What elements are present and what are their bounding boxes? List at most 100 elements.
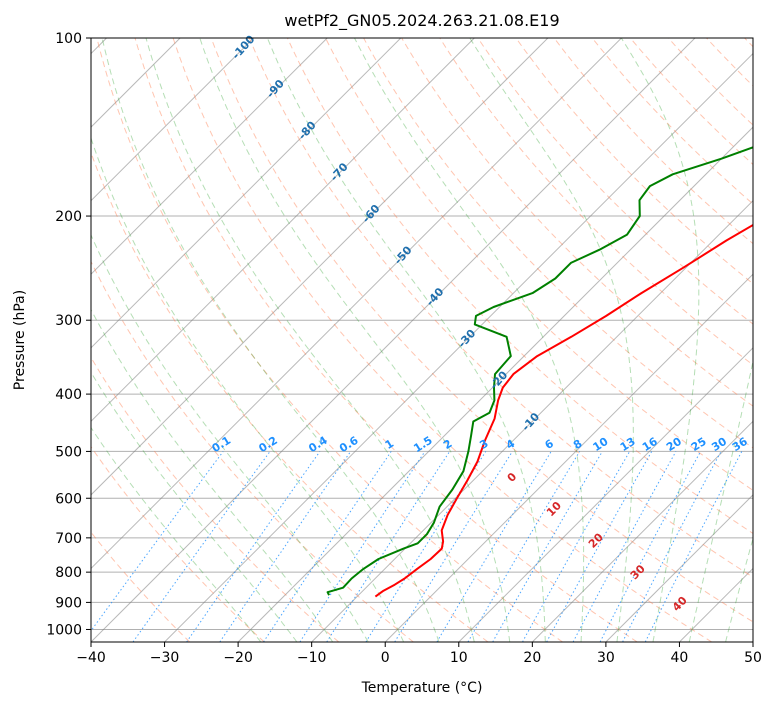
mixing-ratio-line (365, 451, 487, 642)
mixing-ratio-line (492, 451, 603, 642)
profile-lines (326, 146, 753, 598)
dry-adiabat-line (477, 38, 753, 325)
dry-adiabat-line (91, 531, 191, 642)
isotherm-line (91, 38, 328, 275)
dry-adiabat-label: -10 (519, 410, 542, 434)
dry-adiabat-line (401, 38, 753, 407)
dry-adiabat-line (91, 260, 414, 642)
moist-adiabat-label: 0 (505, 470, 520, 485)
moist-adiabat-line (91, 371, 298, 642)
dry-adiabat-line (363, 38, 753, 449)
isotherm-line (91, 38, 622, 570)
dry-adiabat-line (553, 38, 753, 245)
dry-adiabat-line (515, 38, 753, 285)
y-tick-label: 1000 (46, 622, 82, 638)
mixing-ratio-label: 0.1 (210, 434, 233, 455)
x-tick-label: 50 (744, 650, 762, 666)
moist-adiabat-label: 40 (670, 594, 690, 614)
dry-adiabat-line (134, 38, 638, 642)
isotherm-line (164, 52, 753, 642)
dry-adiabat-line (668, 38, 753, 126)
y-axis-label: Pressure (hPa) (12, 290, 28, 390)
plot-frame (90, 37, 754, 643)
dry-adiabat-line (629, 38, 753, 166)
moist-adiabat-label: 20 (586, 530, 606, 550)
moist-adiabat-line (101, 38, 440, 642)
dry-adiabat-label: -50 (392, 243, 415, 267)
mixing-ratio-line (644, 451, 743, 642)
moist-adiabat-line (354, 38, 585, 642)
mixing-ratio-line (263, 451, 392, 642)
isotherm-line (91, 38, 696, 642)
mixing-ratio-line (132, 451, 271, 642)
dry-adiabat-line (591, 38, 753, 205)
x-tick-label: 20 (523, 650, 541, 666)
moist-adiabat-label: 10 (544, 499, 564, 519)
mixing-ratio-line (219, 451, 352, 642)
x-tick-label: −40 (76, 650, 106, 666)
dewpoint-line (326, 146, 753, 596)
moist-adiabat-line (145, 38, 475, 642)
y-tick-label: 900 (55, 595, 82, 611)
x-tick-label: 10 (450, 650, 468, 666)
dry-adiabat-line (96, 38, 563, 642)
moist-adiabat-line (620, 38, 700, 642)
x-tick-label: 40 (671, 650, 689, 666)
x-tick-label: −30 (150, 650, 180, 666)
mixing-ratio-line (572, 451, 677, 642)
x-tick-label: −10 (297, 650, 327, 666)
dry-adiabat-line (248, 38, 753, 578)
moist-adiabat-line (725, 536, 753, 642)
dry-adiabat-line (706, 38, 753, 87)
y-tick-label: 400 (55, 387, 82, 403)
dry-adiabat-line (91, 151, 489, 642)
isotherm-line (311, 199, 753, 642)
mixing-ratio-line (546, 451, 653, 642)
y-tick-label: 700 (55, 531, 82, 547)
mixing-ratio-line (467, 451, 581, 642)
moist-adiabat-line (199, 38, 511, 642)
dry-adiabat-label: -40 (424, 285, 447, 309)
dry-adiabat-line (91, 356, 340, 642)
dry-adiabat-line (91, 445, 265, 642)
y-tick-label: 300 (55, 313, 82, 329)
isotherm-line (384, 273, 753, 642)
dry-adiabat-label: -20 (487, 368, 510, 392)
isotherm-line (237, 126, 753, 642)
isotherm-line (91, 38, 402, 349)
dry-adiabat-line (325, 38, 753, 491)
isotherm-line (531, 420, 753, 642)
x-tick-label: −20 (223, 650, 253, 666)
moist-adiabat-line (762, 38, 775, 642)
dry-adiabat-label: -90 (264, 77, 287, 101)
temperature-line (374, 223, 753, 598)
mixing-ratio-line (326, 451, 451, 642)
moist-adiabat-line (91, 136, 405, 642)
moist-adiabat-line (91, 426, 262, 642)
dry-adiabat-label: -70 (328, 160, 351, 184)
moist-adiabat-label: 30 (628, 562, 648, 582)
x-axis-label: Temperature (°C) (361, 680, 483, 696)
y-tick-label: 100 (55, 31, 82, 47)
moist-adiabat-line (91, 233, 369, 642)
mixing-ratio-label: 2 (441, 437, 454, 452)
isotherm-line (91, 38, 549, 496)
dry-adiabat-label: -30 (455, 327, 478, 351)
dry-adiabat-line (172, 38, 713, 642)
mixing-ratio-line (436, 451, 552, 642)
moist-adiabat-line (91, 308, 334, 642)
y-tick-label: 800 (55, 565, 82, 581)
isotherm-line (679, 567, 753, 642)
isotherm-line (605, 494, 753, 642)
isotherm-line (91, 38, 255, 202)
mixing-ratio-line (599, 451, 702, 642)
background-lines (91, 38, 775, 642)
y-tick-label: 600 (55, 491, 82, 507)
isotherm-line (458, 347, 753, 642)
isotherm-line (91, 38, 475, 423)
mixing-ratio-line (394, 451, 513, 642)
moist-adiabat-line (469, 38, 634, 642)
y-tick-label: 200 (55, 209, 82, 225)
x-tick-label: 30 (597, 650, 615, 666)
